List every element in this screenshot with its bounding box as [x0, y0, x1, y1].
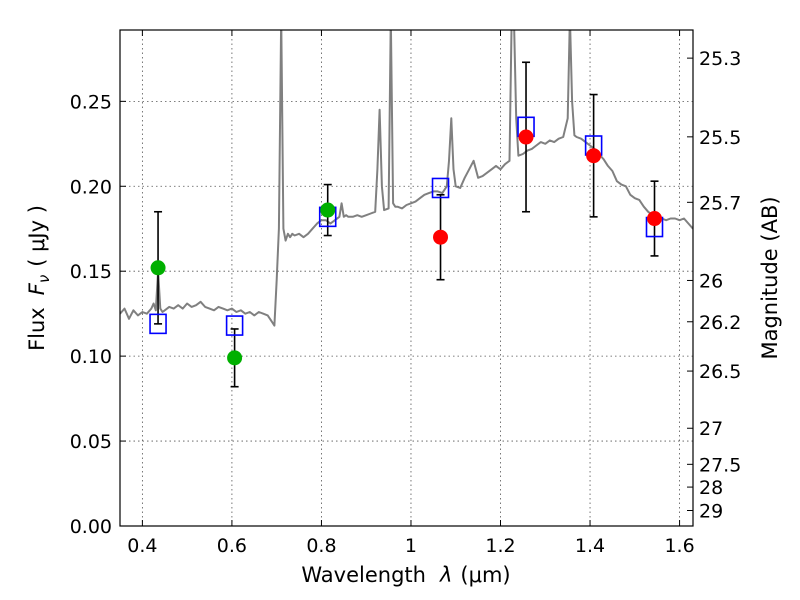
- mag-tick-label: 29: [699, 501, 723, 523]
- mag-tick-label: 27: [699, 418, 723, 440]
- x-tick-label: 0.6: [217, 535, 247, 557]
- mag-tick-label: 26.2: [699, 312, 741, 334]
- x-tick-labels: 0.4 0.6 0.8 1 1.2 1.4 1.6: [127, 535, 694, 557]
- x-tick-label: 1.2: [485, 535, 515, 557]
- x-tick-label: 1.6: [664, 535, 694, 557]
- y-axis-title: FluxFν( μJy ): [25, 205, 53, 351]
- mag-tick-label: 26: [699, 270, 723, 292]
- model-spectrum-line: [120, 30, 693, 327]
- axis-ticks: [120, 30, 693, 527]
- observed-flux-point: [150, 260, 166, 276]
- x-axis-title: Wavelength λ (μm): [301, 563, 510, 587]
- mag-tick-label: 28: [699, 477, 723, 499]
- x-tick-label: 0.8: [306, 535, 336, 557]
- x-tick-label: 1: [405, 535, 417, 557]
- y-tick-label: 0.25: [70, 91, 112, 113]
- model-photometry-square: [149, 313, 167, 335]
- plot-area: [120, 30, 693, 388]
- mag-tick-label: 25.5: [699, 127, 741, 149]
- y2-axis-title: Magnitude (AB): [758, 196, 782, 359]
- model-photometry-square: [225, 315, 244, 336]
- mag-tick-label: 27.5: [699, 454, 741, 476]
- model-photometry-square: [431, 177, 450, 199]
- observed-photometry-markers: [150, 129, 663, 366]
- y-tick-label: 0.05: [70, 431, 112, 453]
- mag-tick-label: 25.3: [699, 48, 741, 70]
- x-tick-label: 1.4: [575, 535, 605, 557]
- x-tick-label: 0.4: [127, 535, 157, 557]
- observed-flux-point: [320, 202, 336, 218]
- plot-frame: [119, 29, 694, 527]
- y-tick-label: 0.00: [70, 516, 112, 538]
- mag-tick-label: 25.7: [699, 192, 741, 214]
- observed-flux-point: [227, 350, 243, 366]
- y-tick-label: 0.20: [70, 176, 112, 198]
- y-tick-label: 0.10: [70, 346, 112, 368]
- observed-flux-point: [518, 129, 534, 145]
- observed-flux-point: [647, 211, 663, 227]
- y-tick-label: 0.15: [70, 261, 112, 283]
- y-tick-labels: 0.00 0.05 0.10 0.15 0.20 0.25: [70, 91, 112, 538]
- observed-flux-point: [433, 229, 449, 245]
- mag-tick-label: 26.5: [699, 361, 741, 383]
- observed-flux-point: [586, 148, 602, 164]
